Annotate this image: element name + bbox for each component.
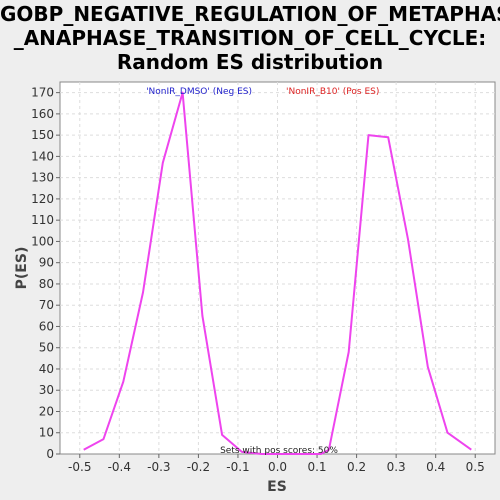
chart-title-line-2: _ANAPHASE_TRANSITION_OF_CELL_CYCLE: <box>13 26 487 50</box>
y-tick-label: 150 <box>31 128 54 142</box>
y-tick-label: 120 <box>31 192 54 206</box>
y-tick-label: 160 <box>31 107 54 121</box>
x-tick-label: 0.4 <box>426 460 445 474</box>
y-tick-label: 50 <box>39 341 54 355</box>
y-tick-label: 170 <box>31 86 54 100</box>
pos-scores-annotation: Sets with pos scores: 50% <box>220 446 338 456</box>
y-tick-label: 0 <box>46 447 54 461</box>
y-tick-label: 100 <box>31 234 54 248</box>
y-tick-label: 40 <box>39 362 54 376</box>
y-axis-label: P(ES) <box>14 247 30 290</box>
y-axis-ticks: 0 10 20 30 40 50 60 70 80 90 100 110 120 130 140 150 160… <box>31 86 60 461</box>
legend-neg-label: 'NonIR_DMSO' (Neg ES) <box>146 87 252 97</box>
chart-title-line-3: Random ES distribution <box>116 50 384 74</box>
y-tick-label: 130 <box>31 171 54 185</box>
x-tick-label: -0.2 <box>187 460 210 474</box>
y-tick-label: 110 <box>31 213 54 227</box>
y-tick-label: 60 <box>39 319 54 333</box>
y-tick-label: 80 <box>39 277 54 291</box>
legend-pos-label: 'NonIR_B10' (Pos ES) <box>286 87 379 97</box>
x-tick-label: -0.4 <box>108 460 131 474</box>
x-tick-label: -0.3 <box>147 460 170 474</box>
y-tick-label: 30 <box>39 383 54 397</box>
x-tick-label: 0.2 <box>347 460 366 474</box>
y-tick-label: 140 <box>31 149 54 163</box>
x-tick-label: 0.5 <box>466 460 485 474</box>
y-tick-label: 20 <box>39 404 54 418</box>
es-distribution-line <box>83 91 472 455</box>
x-tick-label: 0.1 <box>307 460 326 474</box>
x-tick-label: 0.3 <box>387 460 406 474</box>
x-tick-label: 0.0 <box>268 460 287 474</box>
chart-title: GOBP_NEGATIVE_REGULATION_OF_METAPHASE _A… <box>0 2 500 74</box>
y-tick-label: 70 <box>39 298 54 312</box>
x-tick-label: -0.1 <box>226 460 249 474</box>
x-axis-ticks: -0.5 -0.4 -0.3 -0.2 -0.1 0.0 0.1 0.2 0.3 0.4 0.5 <box>68 454 485 474</box>
series-group <box>83 91 472 455</box>
chart-title-line-1: GOBP_NEGATIVE_REGULATION_OF_METAPHASE <box>0 2 500 26</box>
y-tick-label: 10 <box>39 426 54 440</box>
x-axis-label: ES <box>267 479 287 495</box>
grid-lines <box>60 82 495 454</box>
y-tick-label: 90 <box>39 256 54 270</box>
x-tick-label: -0.5 <box>68 460 91 474</box>
